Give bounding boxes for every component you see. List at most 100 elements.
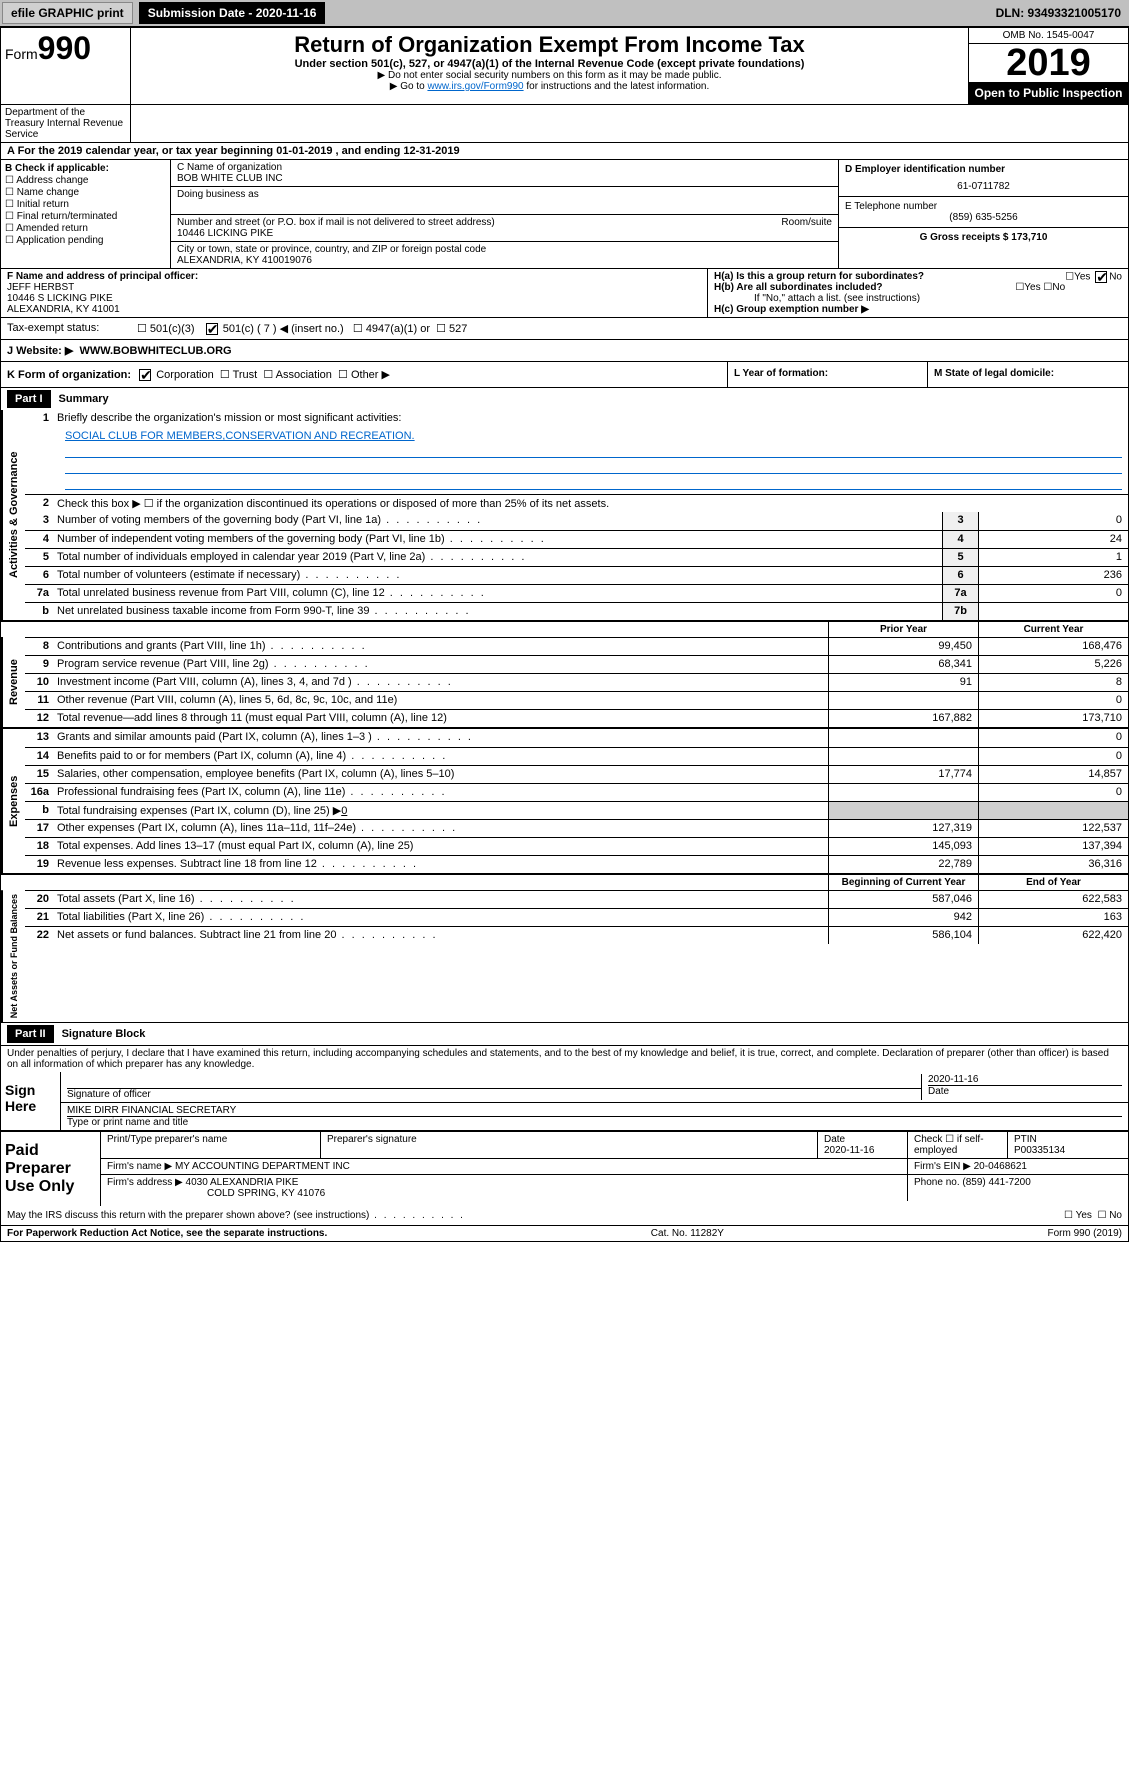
street-address: 10446 LICKING PIKE [177, 228, 832, 239]
sig-officer-label: Signature of officer [67, 1088, 921, 1100]
prep-date: 2020-11-16 [824, 1145, 874, 1156]
b-label: B Check if applicable: [5, 163, 166, 174]
d-label: D Employer identification number [845, 164, 1122, 175]
city-state-zip: ALEXANDRIA, KY 410019076 [177, 255, 832, 266]
officer-printed: MIKE DIRR FINANCIAL SECRETARY [67, 1105, 1122, 1116]
line18: Total expenses. Add lines 13–17 (must eq… [53, 838, 828, 855]
footer: For Paperwork Reduction Act Notice, see … [0, 1226, 1129, 1242]
efile-btn[interactable]: efile GRAPHIC print [2, 2, 133, 24]
p8: 99,450 [828, 638, 978, 655]
c-name-label: C Name of organization [177, 162, 832, 173]
val6: 236 [978, 567, 1128, 584]
c22: 622,420 [978, 927, 1128, 944]
p22: 586,104 [828, 927, 978, 944]
l-label: L Year of formation: [734, 368, 828, 379]
ha-no-chk[interactable] [1095, 271, 1107, 283]
k-other[interactable]: Other ▶ [351, 369, 390, 381]
city-label: City or town, state or province, country… [177, 244, 832, 255]
c11: 0 [978, 692, 1128, 709]
j-label: J Website: ▶ [7, 345, 73, 357]
part1-title: Summary [59, 393, 109, 405]
501c: 501(c) ( 7 ) ◀ (insert no.) [223, 323, 344, 335]
dept-row: Department of the Treasury Internal Reve… [0, 105, 1129, 143]
501c3[interactable]: 501(c)(3) [150, 323, 195, 335]
val7a: 0 [978, 585, 1128, 602]
line5: Total number of individuals employed in … [53, 549, 942, 566]
k-assoc[interactable]: Association [276, 369, 332, 381]
sig-date-label: Date [928, 1085, 1122, 1097]
line21: Total liabilities (Part X, line 26) [53, 909, 828, 926]
irs-link[interactable]: www.irs.gov/Form990 [427, 81, 523, 92]
m-label: M State of legal domicile: [934, 368, 1054, 379]
firm-ein-label: Firm's EIN ▶ [914, 1161, 971, 1172]
sig-date: 2020-11-16 [928, 1074, 1122, 1085]
chk-app-pending[interactable]: Application pending [16, 235, 103, 246]
check-self-employed[interactable]: Check ☐ if self-employed [908, 1132, 1008, 1158]
p15: 17,774 [828, 766, 978, 783]
firm-phone: (859) 441-7200 [962, 1177, 1030, 1188]
val3: 0 [978, 512, 1128, 530]
line10: Investment income (Part VIII, column (A)… [53, 674, 828, 691]
i-label: Tax-exempt status: [7, 322, 137, 335]
501c-chk[interactable] [206, 323, 218, 335]
line3: Number of voting members of the governin… [53, 512, 942, 530]
current-year-hdr: Current Year [978, 622, 1128, 637]
ein: 61-0711782 [845, 175, 1122, 192]
telephone: (859) 635-5256 [845, 212, 1122, 223]
c8: 168,476 [978, 638, 1128, 655]
chk-name-change[interactable]: Name change [17, 187, 79, 198]
p14 [828, 748, 978, 765]
officer-row: F Name and address of principal officer:… [0, 269, 1129, 318]
c9: 5,226 [978, 656, 1128, 673]
val5: 1 [978, 549, 1128, 566]
signature-block: Under penalties of perjury, I declare th… [0, 1046, 1129, 1226]
p17: 127,319 [828, 820, 978, 837]
ptin-label: PTIN [1014, 1134, 1037, 1145]
sig-intro: Under penalties of perjury, I declare th… [1, 1046, 1128, 1072]
note-ssn: ▶ Do not enter social security numbers o… [139, 70, 960, 81]
p20: 587,046 [828, 891, 978, 908]
line9: Program service revenue (Part VIII, line… [53, 656, 828, 673]
part2: Part IISignature Block [0, 1023, 1129, 1046]
chk-address-change[interactable]: Address change [16, 175, 88, 186]
chk-amended[interactable]: Amended return [16, 223, 88, 234]
submission-date: Submission Date - 2020-11-16 [139, 2, 326, 24]
line16a: Professional fundraising fees (Part IX, … [53, 784, 828, 801]
line1: Briefly describe the organization's miss… [53, 410, 1128, 428]
firm-phone-label: Phone no. [914, 1177, 960, 1188]
dln: DLN: 93493321005170 [996, 6, 1127, 20]
form-subtitle: Under section 501(c), 527, or 4947(a)(1)… [139, 58, 960, 70]
c16a: 0 [978, 784, 1128, 801]
e-label: E Telephone number [845, 201, 1122, 212]
dba-label: Doing business as [177, 189, 832, 200]
p21: 942 [828, 909, 978, 926]
goto-post: for instructions and the latest informat… [524, 81, 710, 92]
firm-ein: 20-0468621 [974, 1161, 1027, 1172]
firm-name-label: Firm's name ▶ [107, 1161, 172, 1172]
part2-header: Part II [7, 1025, 54, 1043]
4947[interactable]: 4947(a)(1) or [366, 323, 430, 335]
val4: 24 [978, 531, 1128, 548]
chk-final-return[interactable]: Final return/terminated [17, 211, 118, 222]
hb-note: If "No," attach a list. (see instruction… [714, 293, 1122, 304]
k-corp-chk[interactable] [139, 369, 151, 381]
c20: 622,583 [978, 891, 1128, 908]
p13 [828, 729, 978, 747]
c14: 0 [978, 748, 1128, 765]
paperwork-notice: For Paperwork Reduction Act Notice, see … [7, 1228, 327, 1239]
hb-label: H(b) Are all subordinates included? [714, 282, 883, 293]
p16a [828, 784, 978, 801]
c21: 163 [978, 909, 1128, 926]
line14: Benefits paid to or for members (Part IX… [53, 748, 828, 765]
k-corp: Corporation [156, 369, 213, 381]
officer-name: JEFF HERBST [7, 282, 701, 293]
chk-initial-return[interactable]: Initial return [17, 199, 69, 210]
period-row: A For the 2019 calendar year, or tax yea… [0, 143, 1129, 159]
prep-name-label: Print/Type preparer's name [101, 1132, 321, 1158]
line15: Salaries, other compensation, employee b… [53, 766, 828, 783]
k-trust[interactable]: Trust [233, 369, 258, 381]
room-label: Room/suite [781, 217, 832, 228]
527[interactable]: 527 [449, 323, 467, 335]
ha-label: H(a) Is this a group return for subordin… [714, 271, 924, 282]
p12: 167,882 [828, 710, 978, 727]
